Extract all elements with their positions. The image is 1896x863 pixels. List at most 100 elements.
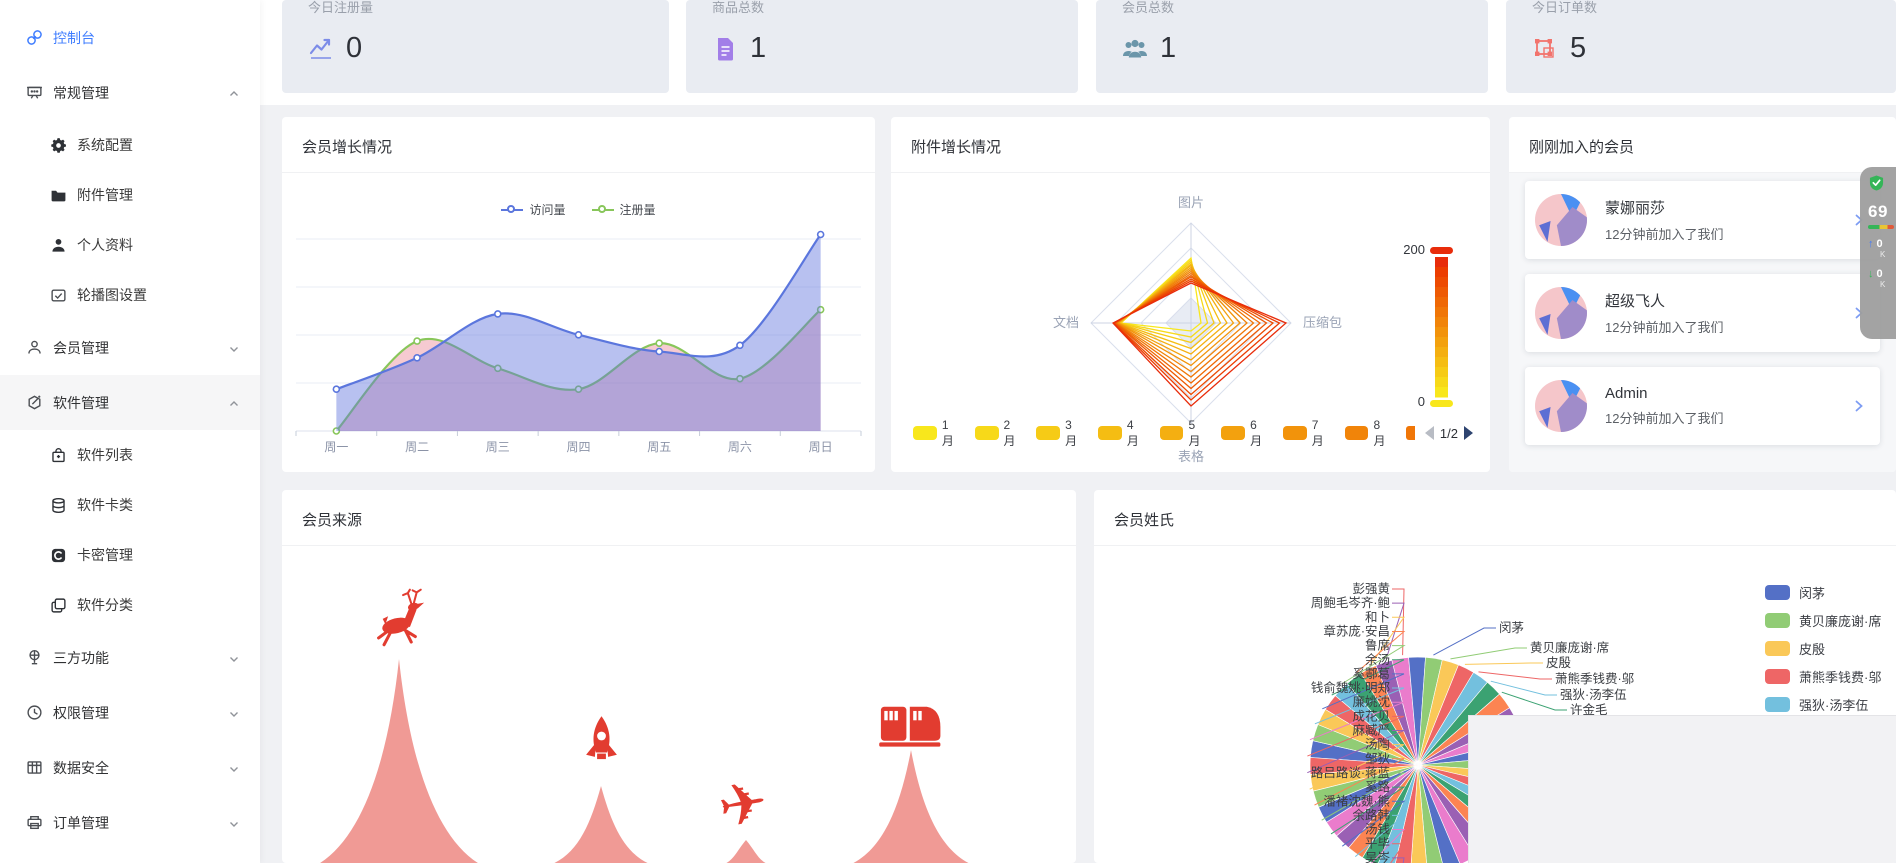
upload-unit: K — [1880, 250, 1886, 259]
radar-legend-item-2月[interactable]: 2月 — [974, 418, 1022, 449]
radar-legend-item-1月[interactable]: 1月 — [913, 418, 960, 449]
svg-text:路吕路谈·蒋蓝: 路吕路谈·蒋蓝 — [1311, 765, 1390, 780]
avatar-shape — [1539, 314, 1551, 335]
sidebar-item-8[interactable]: 软件列表 — [0, 430, 260, 480]
sidebar-item-5[interactable]: 轮播图设置 — [0, 270, 260, 320]
legend-swatch — [913, 426, 937, 440]
pie-legend-item-1[interactable]: 黄贝廉庞谢·席 — [1765, 613, 1881, 629]
stat-value-row: 1 — [712, 32, 1078, 65]
panel-member-source: 会员来源 ✈ — [282, 490, 1076, 863]
sidebar-item-13[interactable]: 权限管理 — [0, 685, 260, 740]
svg-text:表格: 表格 — [1178, 449, 1204, 464]
widget-score: 69 — [1868, 202, 1888, 221]
chevron-up-icon[interactable] — [228, 397, 240, 409]
legend-pager: 1/2 — [1424, 426, 1473, 441]
member-row-0[interactable]: 蒙娜丽莎 12分钟前加入了我们 — [1525, 181, 1880, 259]
sidebar-item-label: 订单管理 — [53, 814, 109, 831]
plane-icon: ✈ — [713, 769, 772, 841]
member-note: 12分钟前加入了我们 — [1605, 320, 1724, 335]
legend-label: 萧熊季钱费·邬 — [1799, 670, 1882, 685]
sidebar-item-label: 个人资料 — [77, 237, 133, 253]
sidebar-item-2[interactable]: 系统配置 — [0, 120, 260, 170]
sidebar-item-7[interactable]: 软件管理 — [0, 375, 260, 430]
chevron-up-icon[interactable] — [228, 87, 240, 99]
sidebar-item-6[interactable]: 会员管理 — [0, 320, 260, 375]
radar-legend-item-5月[interactable]: 5月 — [1159, 417, 1207, 449]
legend-label: 4月 — [1126, 417, 1139, 448]
sidebar-item-3[interactable]: 附件管理 — [0, 170, 260, 220]
radar-legend-item-3月[interactable]: 3月 — [1036, 418, 1083, 449]
sidebar-item-1[interactable]: 常规管理 — [0, 65, 260, 120]
sidebar-item-11[interactable]: 软件分类 — [0, 580, 260, 630]
panel-title: 会员姓氏 — [1114, 512, 1175, 529]
stat-card-3[interactable]: 今日订单数 5 — [1506, 0, 1896, 93]
panel-member-surname: 会员姓氏 彭强黄 周鲍毛岑齐·鲍 和卜 章苏庞·安昌 鲁席 余汤 奚鄠葛 钱俞魏姚·明郑 廉姚沈… — [1094, 490, 1896, 863]
legend-item-注册量[interactable]: 注册量 — [591, 201, 656, 218]
svg-text:图片: 图片 — [1178, 195, 1204, 210]
legend-ring — [507, 204, 516, 213]
chevron-down-icon[interactable] — [228, 652, 240, 664]
link-icon — [26, 29, 43, 46]
sidebar-item-10[interactable]: 卡密管理 — [0, 530, 260, 580]
stat-title: 今日订单数 — [1532, 0, 1598, 15]
member-row-1[interactable]: 超级飞人 12分钟前加入了我们 — [1525, 274, 1880, 352]
legend-label: 访问量 — [529, 203, 566, 217]
svg-text:钱俞魏姚·明郑: 钱俞魏姚·明郑 — [1311, 680, 1391, 695]
legend-label: 5月 — [1188, 417, 1201, 448]
sidebar-item-label: 软件卡类 — [77, 497, 133, 513]
network-speed-widget[interactable]: 69 ↑ 0 K ↓ 0 K — [1860, 167, 1896, 339]
stat-value: 1 — [1160, 32, 1177, 64]
pie-legend-item-4[interactable]: 强狄·汤李伍 — [1765, 697, 1881, 713]
chevron-down-icon[interactable] — [228, 762, 240, 774]
pager-next-icon[interactable] — [1463, 426, 1473, 440]
pager-prev-icon[interactable] — [1424, 426, 1434, 440]
chevron-down-icon[interactable] — [228, 817, 240, 829]
download-arrow-icon: ↓ — [1868, 268, 1874, 280]
legend-label: 3月 — [1065, 417, 1078, 448]
bag-icon — [50, 447, 67, 464]
legend-swatch — [974, 426, 999, 440]
legend-item-访问量[interactable]: 访问量 — [501, 201, 566, 218]
member-texts: Admin 12分钟前加入了我们 — [1605, 385, 1723, 427]
sidebar-item-0[interactable]: 控制台 — [0, 10, 260, 65]
pie-legend-item-3[interactable]: 萧熊季钱费·邬 — [1765, 669, 1882, 685]
avatar-shape — [1539, 407, 1551, 428]
chevron-right-icon[interactable] — [1852, 399, 1866, 413]
panel-attachment-growth: 附件增长情况 图片 压缩包 表格 文档 200 0 1月 2月 3月 4月 5月 6月 7月 8月 1/2 — [891, 117, 1490, 472]
avatar-shape — [1539, 221, 1551, 242]
radar-legend-item-8月[interactable]: 8月 — [1344, 418, 1392, 449]
sidebar-item-4[interactable]: 个人资料 — [0, 220, 260, 270]
avatar — [1535, 287, 1587, 339]
panel-member-growth: 会员增长情况 访问量 注册量 周一 周二 周三 周四 周五 周六 周日 — [282, 117, 875, 472]
sidebar-item-9[interactable]: 软件卡类 — [0, 480, 260, 530]
chevron-down-icon[interactable] — [228, 342, 240, 354]
sidebar-item-12[interactable]: 三方功能 — [0, 630, 260, 685]
blank-tooltip-overlay — [1468, 715, 1896, 863]
svg-text:成花贝: 成花贝 — [1352, 708, 1390, 723]
pie-legend-item-2[interactable]: 皮殷 — [1765, 641, 1881, 657]
sidebar-item-label: 常规管理 — [53, 84, 109, 101]
radar-legend-item-4月[interactable]: 4月 — [1097, 417, 1145, 449]
radar-legend-item-7月[interactable]: 7月 — [1282, 417, 1330, 449]
radar-legend-item-6月[interactable]: 6月 — [1221, 418, 1268, 449]
stat-value-row: 1 — [1122, 32, 1488, 65]
svg-text:潘褚沈魏·熊: 潘褚沈魏·熊 — [1323, 793, 1390, 808]
sidebar-item-14[interactable]: 数据安全 — [0, 740, 260, 795]
stat-card-2[interactable]: 会员总数 1 — [1096, 0, 1488, 93]
legend-label: 7月 — [1311, 417, 1324, 448]
member-row-2[interactable]: Admin 12分钟前加入了我们 — [1525, 367, 1880, 445]
chevron-down-icon[interactable] — [228, 707, 240, 719]
stat-card-0[interactable]: 今日注册量 0 — [282, 0, 669, 93]
folder-icon — [50, 187, 67, 204]
pie-legend-item-0[interactable]: 闵茅 — [1765, 585, 1881, 601]
legend-marker — [591, 204, 614, 213]
avatar — [1535, 194, 1587, 246]
pictorial-chart: ✈ — [282, 546, 1076, 863]
sidebar-item-15[interactable]: 订单管理 — [0, 795, 260, 850]
svg-text:周四: 周四 — [566, 440, 590, 454]
stat-card-1[interactable]: 商品总数 1 — [686, 0, 1078, 93]
legend-swatch — [1765, 613, 1790, 628]
shield-check-icon — [1869, 175, 1884, 191]
cbadge-icon — [50, 547, 67, 564]
